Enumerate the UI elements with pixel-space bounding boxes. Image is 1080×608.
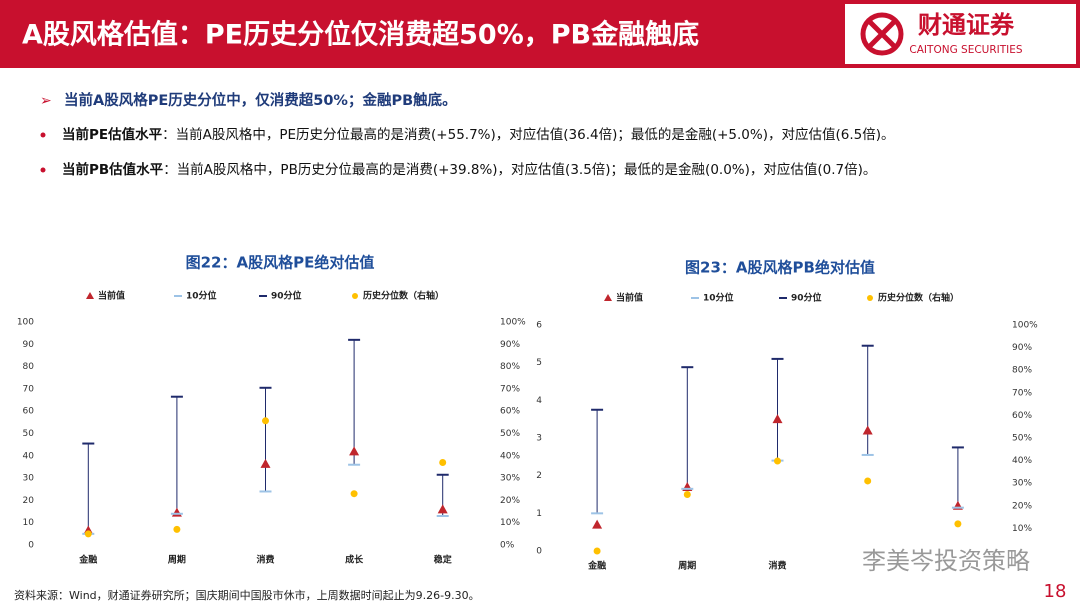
current-marker <box>772 414 783 424</box>
y2-tick-label: 60% <box>500 407 520 417</box>
legend-label: 10分位 <box>703 292 734 304</box>
percentile-dot <box>774 457 781 465</box>
y2-tick-label: 90% <box>500 340 520 350</box>
bullet-arrow: ➢ <box>40 93 52 109</box>
x-tick-label: 消费 <box>256 554 274 566</box>
y-tick-label: 3 <box>536 434 542 444</box>
y2-tick-label: 0% <box>500 541 515 551</box>
percentile-dot <box>683 491 691 498</box>
legend-label: 历史分位数（右轴） <box>363 290 444 302</box>
percentile-dot <box>173 525 181 533</box>
y-tick-label: 5 <box>536 358 542 368</box>
percentile-dot <box>350 490 358 498</box>
y2-tick-label: 100% <box>1012 321 1038 331</box>
bullet-line: 当前PE估值水平：当前A股风格中，PE历史分位最高的是消费(+55.7%)，对应… <box>62 126 895 143</box>
x-tick-label: 周期 <box>168 554 186 566</box>
bullet-text: ：当前A股风格中，PE历史分位最高的是消费(+55.7%)，对应估值(36.4倍… <box>162 126 894 143</box>
y2-tick-label: 50% <box>500 429 520 439</box>
y-tick-label: 100 <box>17 318 34 328</box>
current-marker <box>260 458 271 468</box>
current-marker <box>592 519 603 529</box>
current-marker <box>349 446 360 456</box>
logo-subtext: CAITONG SECURITIES <box>909 44 1022 56</box>
y2-tick-label: 10% <box>1012 524 1032 534</box>
legend-label: 90分位 <box>791 292 822 304</box>
legend-label: 90分位 <box>271 290 302 302</box>
current-marker <box>171 507 182 517</box>
percentile-dot <box>439 458 447 466</box>
percentile-dot <box>954 520 962 528</box>
bullet-dot <box>40 167 46 173</box>
y2-tick-label: 30% <box>1012 479 1032 489</box>
y2-tick-label: 80% <box>1012 366 1032 376</box>
y2-tick-label: 70% <box>500 384 520 394</box>
percentile-dot <box>84 530 92 538</box>
y2-tick-label: 60% <box>1012 411 1032 421</box>
y2-tick-label: 20% <box>1012 501 1032 511</box>
bullet-label: 当前PE估值水平 <box>62 126 163 143</box>
y-tick-label: 70 <box>23 384 35 394</box>
header-title: A股风格估值：PE历史分位仅消费超50%，PB金融触底 <box>22 19 699 51</box>
y-tick-label: 20 <box>23 496 35 506</box>
bullet-text: ：当前A股风格中，PB历史分位最高的是消费(+39.8%)，对应估值(3.5倍)… <box>163 161 876 178</box>
bullet-line: 当前PB估值水平：当前A股风格中，PB历史分位最高的是消费(+39.8%)，对应… <box>62 161 876 178</box>
y-tick-label: 30 <box>23 474 35 484</box>
legend-marker <box>86 292 94 299</box>
legend-label: 当前值 <box>98 290 125 302</box>
y2-tick-label: 10% <box>500 518 520 528</box>
y-tick-label: 50 <box>23 429 35 439</box>
y-tick-label: 90 <box>23 340 35 350</box>
y-tick-label: 0 <box>28 541 34 551</box>
y-tick-label: 80 <box>23 362 35 372</box>
y-tick-label: 40 <box>23 451 35 461</box>
y-tick-label: 4 <box>536 396 542 406</box>
legend-label: 历史分位数（右轴） <box>878 292 959 304</box>
y2-tick-label: 30% <box>500 474 520 484</box>
y2-tick-label: 40% <box>1012 456 1032 466</box>
y2-tick-label: 50% <box>1012 434 1032 444</box>
x-tick-label: 成长 <box>345 554 364 566</box>
logo-text: 财通证券 <box>918 11 1015 39</box>
y-tick-label: 0 <box>536 547 542 557</box>
y2-tick-label: 100% <box>500 318 526 328</box>
logo-mark <box>860 12 904 56</box>
x-tick-label: 周期 <box>678 560 696 572</box>
y2-tick-label: 80% <box>500 362 520 372</box>
current-marker <box>862 425 873 435</box>
x-tick-label: 稳定 <box>434 554 453 566</box>
legend-marker <box>352 293 358 299</box>
bullet-text: 当前A股风格PE历史分位中，仅消费超50%；金融PB触底。 <box>64 91 457 109</box>
x-tick-label: 消费 <box>768 560 786 572</box>
bullet-dot <box>40 132 46 138</box>
y-tick-label: 1 <box>536 509 542 519</box>
percentile-dot <box>593 547 601 555</box>
y-tick-label: 6 <box>536 321 542 331</box>
page-number: 18 <box>1044 581 1067 602</box>
y-tick-label: 2 <box>536 471 542 481</box>
legend-label: 10分位 <box>186 290 217 302</box>
y2-tick-label: 70% <box>1012 388 1032 398</box>
chart-title: 图22：A股风格PE绝对估值 <box>186 254 375 272</box>
y-tick-label: 10 <box>23 518 35 528</box>
y2-tick-label: 90% <box>1012 343 1032 353</box>
chart-title: 图23：A股风格PB绝对估值 <box>685 259 875 277</box>
y-tick-label: 60 <box>23 407 35 417</box>
y2-tick-label: 40% <box>500 451 520 461</box>
percentile-dot <box>864 477 872 485</box>
x-tick-label: 金融 <box>587 560 606 572</box>
watermark: 李美岑投资策略 <box>862 547 1030 575</box>
source-note: 资料来源：Wind，财通证券研究所；国庆期间中国股市休市，上周数据时间起止为9.… <box>14 588 480 602</box>
legend-marker <box>604 294 612 301</box>
current-marker <box>437 504 448 514</box>
legend-marker <box>867 295 873 301</box>
legend-label: 当前值 <box>616 292 643 304</box>
bullet-label: 当前PB估值水平 <box>62 161 164 178</box>
x-tick-label: 金融 <box>78 554 97 566</box>
percentile-dot <box>262 417 269 425</box>
y2-tick-label: 20% <box>500 496 520 506</box>
